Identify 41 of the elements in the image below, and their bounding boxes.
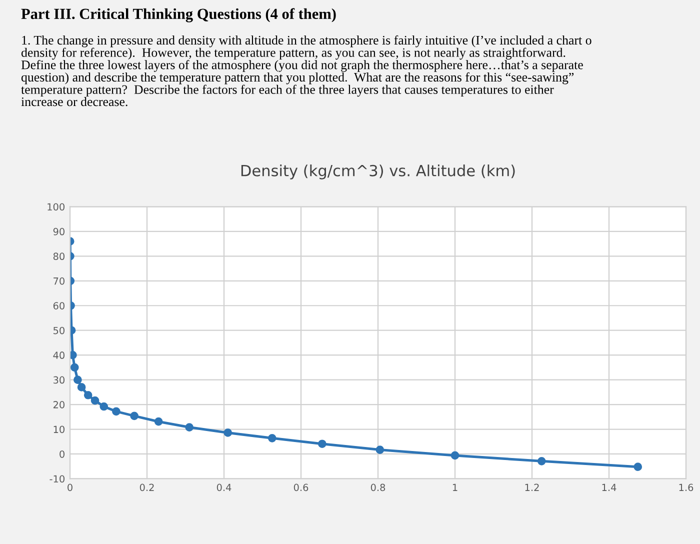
y-tick-label: 50 (54, 326, 64, 334)
point (224, 428, 232, 437)
point (154, 417, 163, 426)
x-tick-label: 0.2 (140, 484, 154, 492)
x-tick-label: 1.2 (525, 484, 539, 491)
point (130, 412, 138, 420)
y-tick-label: 80 (53, 252, 64, 260)
point (185, 423, 194, 432)
x-tick-label: 1.6 (679, 484, 694, 492)
y-tick-label: 90 (53, 228, 64, 236)
point (537, 456, 546, 466)
x-tick-label: 0.8 (370, 484, 386, 492)
y-tick-label: 100 (48, 203, 64, 211)
point (74, 376, 82, 384)
point (70, 363, 79, 372)
text: 1. The change in pressure and density with altitude in the atmosphere is fairly intuitive (I’ve included a chart o density for reference). However, the temperature pattern, as you can see, is not nearly as straightforward. Define the three lowest layers of the atmosphere (you did not graph the thermosphere here…that’s a separate question) and describe the temperature pattern that you plotted. What are the reasons for this “see-sawing” temperature pattern? Describe the factors for each of the three layers that causes temperatures to either increase or decrease. (21, 35, 592, 106)
point (84, 390, 92, 400)
y-tick-label: 0 (60, 450, 64, 458)
point (268, 434, 276, 442)
x-tick-label: 0.4 (216, 484, 232, 492)
y-tick-label: 10 (54, 426, 64, 434)
point (634, 462, 642, 472)
point (450, 451, 460, 460)
text: Part III. Critical Thinking Questions (4 of them) (21, 8, 336, 22)
x-tick-label: 0 (68, 484, 72, 492)
point (376, 446, 384, 454)
y-tick-label: 30 (54, 376, 64, 384)
y-tick-label: 60 (53, 302, 64, 310)
point (112, 407, 120, 416)
x-tick-label: 1 (452, 484, 458, 491)
y-tick-label: -10 (50, 475, 64, 483)
x-tick-label: 1.4 (602, 484, 616, 491)
chart-title: Density (kg/cm^3) vs. Altitude (km) (241, 164, 515, 180)
y-tick-label: 70 (54, 277, 64, 285)
y-tick-label: 40 (53, 352, 64, 359)
point (100, 402, 108, 411)
point (318, 440, 326, 448)
point (90, 396, 100, 405)
point (77, 383, 86, 392)
y-tick-label: 20 (53, 401, 64, 408)
x-tick-label: 0.6 (294, 484, 308, 492)
